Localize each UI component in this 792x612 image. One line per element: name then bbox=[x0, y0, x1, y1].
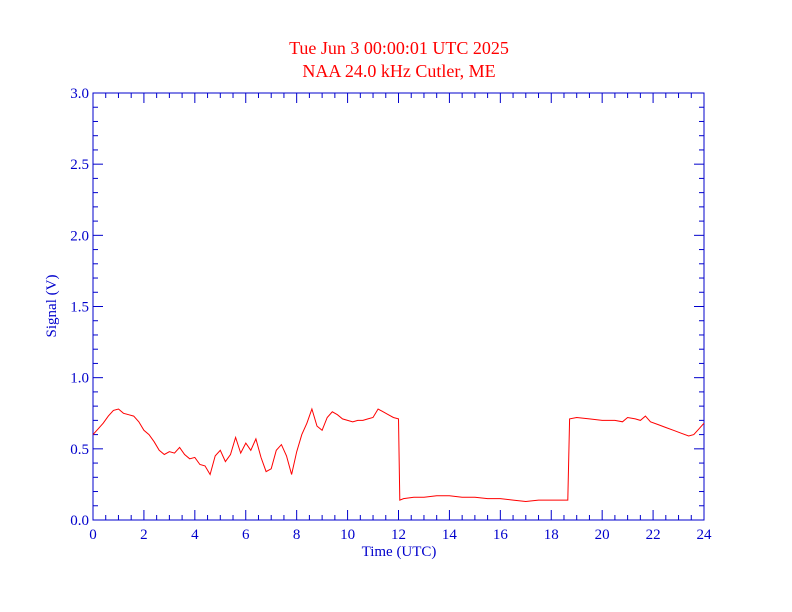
chart-title: Tue Jun 3 00:00:01 UTC 2025 bbox=[289, 38, 509, 58]
x-tick-label: 0 bbox=[89, 527, 97, 543]
y-tick-label: 0.5 bbox=[70, 442, 89, 458]
x-tick-label: 16 bbox=[493, 527, 509, 543]
axis-ticks bbox=[92, 92, 705, 521]
x-tick-label: 20 bbox=[595, 527, 610, 543]
y-tick-label: 2.5 bbox=[70, 157, 89, 173]
x-tick-label: 4 bbox=[191, 527, 199, 543]
y-tick-label: 2.0 bbox=[70, 228, 89, 244]
y-tick-label: 1.0 bbox=[70, 371, 89, 387]
series-line-signal bbox=[92, 407, 705, 503]
y-tick-label: 3.0 bbox=[70, 86, 89, 102]
x-tick-label: 10 bbox=[340, 527, 355, 543]
y-axis-label: Signal (V) bbox=[44, 275, 60, 338]
x-tick-label: 6 bbox=[242, 527, 250, 543]
x-tick-label: 12 bbox=[391, 527, 406, 543]
x-tick-label: 22 bbox=[646, 527, 661, 543]
y-tick-label: 1.5 bbox=[70, 300, 89, 316]
x-tick-label: 2 bbox=[140, 527, 148, 543]
chart-subtitle: NAA 24.0 kHz Cutler, ME bbox=[302, 61, 495, 81]
x-tick-label: 18 bbox=[544, 527, 559, 543]
y-tick-label: 0.0 bbox=[70, 513, 89, 529]
y-axis-tick-labels: 0.0 0.5 1.0 1.5 2.0 2.5 3.0 bbox=[70, 86, 89, 529]
plot-frame bbox=[92, 92, 705, 521]
x-axis-label: Time (UTC) bbox=[362, 544, 437, 560]
x-tick-label: 14 bbox=[442, 527, 458, 543]
x-tick-label: 24 bbox=[697, 527, 713, 543]
x-tick-label: 8 bbox=[293, 527, 301, 543]
x-axis-tick-labels: 0 2 4 6 8 10 12 14 16 18 20 22 24 bbox=[89, 527, 712, 543]
